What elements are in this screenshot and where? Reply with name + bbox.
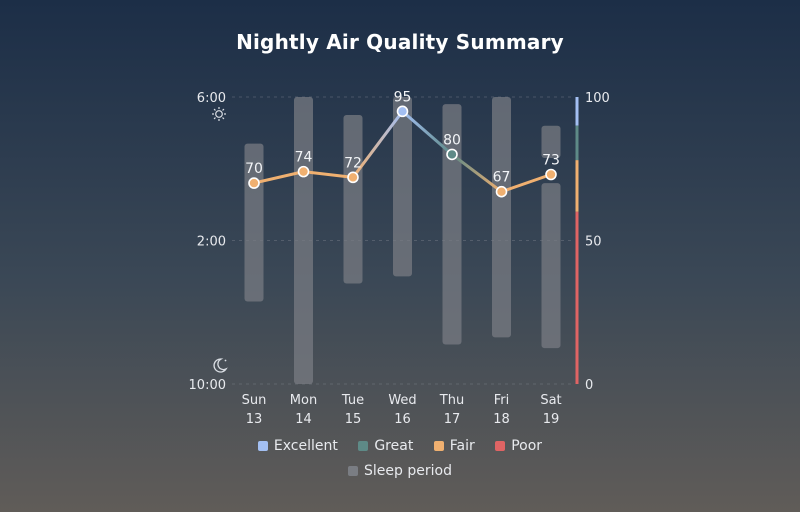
sleep-period-bar	[492, 97, 511, 338]
x-axis-date-label: 15	[345, 412, 362, 427]
legend-swatch-fair	[433, 441, 444, 451]
left-axis-tick-label: 6:00	[197, 91, 226, 106]
legend-swatch-sleep-period	[348, 466, 359, 476]
legend-swatch-great	[358, 441, 369, 451]
sleep-period-bar	[343, 114, 363, 284]
score-data-label: 73	[542, 152, 560, 168]
x-axis-date-label: 13	[246, 412, 263, 427]
sun-icon-core	[215, 110, 223, 118]
score-data-label: 74	[295, 150, 313, 166]
score-axis-segment	[575, 211, 579, 384]
score-point	[347, 171, 359, 184]
chart-title: Nightly Air Quality Summary	[236, 30, 564, 54]
legend-swatch-poor	[495, 441, 506, 451]
score-point	[396, 105, 409, 118]
score-data-label: 95	[394, 89, 412, 105]
score-axis-segment	[575, 125, 579, 161]
x-axis-date-label: 16	[394, 412, 411, 427]
score-axis-segment	[575, 97, 579, 126]
quality-legend: Excellent Great Fair Poor	[0, 438, 800, 454]
sleep-legend: Sleep period	[0, 463, 800, 479]
x-axis-day-label: Wed	[388, 393, 416, 408]
score-data-label: 67	[493, 170, 511, 186]
sun-icon-ray	[213, 117, 216, 120]
left-axis-tick-label: 10:00	[189, 378, 226, 393]
legend-item-great: Great	[358, 438, 413, 454]
legend-item-poor: Poor	[495, 438, 542, 454]
x-axis-day-label: Fri	[494, 393, 510, 408]
legend-label-poor: Poor	[511, 438, 543, 454]
score-point	[297, 165, 310, 178]
x-axis-day-label: Thu	[439, 393, 464, 408]
score-data-label: 70	[245, 161, 263, 177]
legend-label-great: Great	[374, 438, 414, 454]
score-point	[248, 177, 260, 189]
left-axis-tick-label: 2:00	[197, 235, 226, 250]
sleep-period-bar	[294, 97, 313, 384]
moon-icon-star	[224, 359, 227, 362]
legend-item-sleep-period: Sleep period	[348, 463, 452, 479]
legend-label-excellent: Excellent	[273, 438, 338, 454]
score-data-label: 80	[443, 132, 461, 148]
legend-swatch-excellent	[257, 441, 268, 451]
score-point	[545, 168, 557, 181]
score-point	[446, 148, 458, 161]
score-data-label: 72	[344, 155, 362, 171]
sun-icon-ray	[213, 108, 216, 111]
legend-item-excellent: Excellent	[257, 438, 338, 454]
x-axis-day-label: Sun	[242, 393, 267, 408]
legend-label-sleep-period: Sleep period	[364, 463, 452, 479]
right-axis-tick-label: 50	[585, 235, 602, 250]
legend-label-fair: Fair	[449, 438, 475, 454]
sun-icon-ray	[222, 108, 225, 111]
sleep-period-bar	[393, 97, 412, 277]
x-axis-day-label: Mon	[290, 393, 317, 408]
x-axis-date-label: 19	[543, 412, 560, 427]
x-axis-date-label: 17	[444, 412, 461, 427]
right-axis-tick-label: 0	[585, 378, 593, 393]
sun-icon-ray	[222, 117, 225, 120]
right-axis-tick-label: 100	[585, 91, 610, 106]
legend-item-fair: Fair	[433, 438, 475, 454]
sun-icon	[212, 107, 226, 121]
score-point	[495, 185, 508, 198]
x-axis-day-label: Tue	[341, 393, 364, 408]
sleep-period-bar	[442, 104, 462, 345]
x-axis-day-label: Sat	[540, 393, 561, 408]
sleep-period-bar	[541, 125, 561, 158]
score-axis-segment	[575, 160, 579, 212]
sleep-period-bar	[541, 183, 561, 349]
x-axis-date-label: 14	[295, 412, 312, 427]
x-axis-date-label: 18	[493, 412, 510, 427]
moon-icon	[213, 358, 228, 373]
